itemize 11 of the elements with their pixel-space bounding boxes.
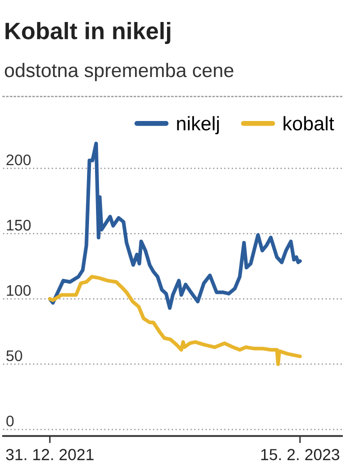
legend-label: kobalt: [284, 116, 334, 130]
legend-label: nikelj: [177, 116, 219, 134]
chart-subtitle: odstotna sprememba cene: [4, 62, 234, 82]
x-tick-label: 15. 2. 2023: [261, 448, 340, 460]
x-tick-label: 31. 12. 2021: [6, 448, 94, 460]
y-tick-label: 200: [6, 154, 31, 166]
y-tick-label: 50: [6, 350, 22, 362]
y-tick-label: 150: [6, 220, 31, 231]
chart-title: Kobalt in nikelj: [6, 22, 170, 44]
y-tick-label: 0: [6, 416, 14, 426]
y-tick-label: 100: [6, 285, 31, 296]
